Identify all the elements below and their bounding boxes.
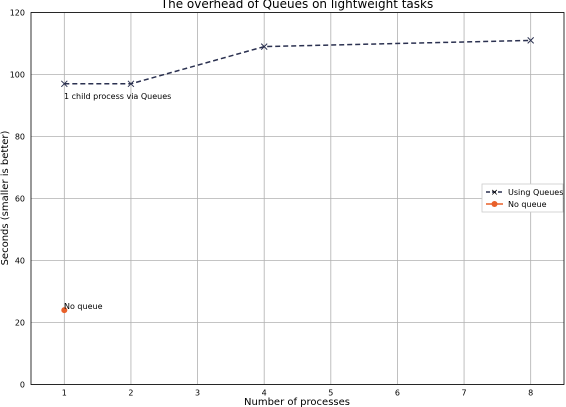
y-axis-label: Seconds (smaller is better) [0, 130, 11, 265]
annotation-no-queue: No queue [64, 302, 103, 311]
x-tick-label: 7 [462, 389, 467, 398]
x-tick-label: 3 [195, 389, 200, 398]
chart-title: The overhead of Queues on lightweight ta… [160, 0, 433, 11]
series-layer [60, 37, 535, 314]
legend-marker-no-queue [491, 201, 498, 207]
x-tick-labels: 1 2 3 4 5 6 7 8 [62, 389, 533, 398]
x-tick-label: 6 [395, 389, 400, 398]
x-tick-label: 1 [62, 389, 67, 398]
data-point-using-queues [527, 37, 535, 44]
data-point-no-queue [61, 307, 68, 314]
plot-area [30, 12, 565, 385]
y-tick-label: 20 [15, 319, 25, 328]
y-tick-labels: 0 20 40 60 80 100 120 [10, 9, 25, 390]
x-tick-label: 2 [128, 389, 133, 398]
y-tick-label: 60 [15, 195, 25, 204]
legend-marker-using-queues: × [491, 188, 499, 198]
x-axis-label: Number of processes [244, 397, 350, 407]
data-point-using-queues [127, 80, 135, 88]
grid [31, 12, 564, 385]
data-point-using-queues [260, 43, 268, 50]
y-tick-label: 120 [10, 9, 25, 18]
legend: × Using Queues No queue [481, 183, 564, 213]
y-tick-label: 80 [15, 133, 25, 142]
x-tick-label: 4 [262, 389, 267, 398]
x-tick-label: 8 [528, 389, 533, 398]
legend-box [481, 183, 564, 213]
legend-label-no-queue: No queue [508, 200, 547, 209]
series-line-using-queues [64, 39, 531, 85]
y-tick-label: 0 [20, 381, 25, 390]
legend-label-using-queues: Using Queues [508, 188, 563, 197]
annotation-queue: 1 child process via Queues [64, 92, 171, 101]
x-tick-label: 5 [328, 389, 333, 398]
data-point-using-queues [60, 80, 68, 88]
y-tick-label: 40 [15, 257, 25, 266]
y-tick-label: 100 [10, 71, 25, 80]
